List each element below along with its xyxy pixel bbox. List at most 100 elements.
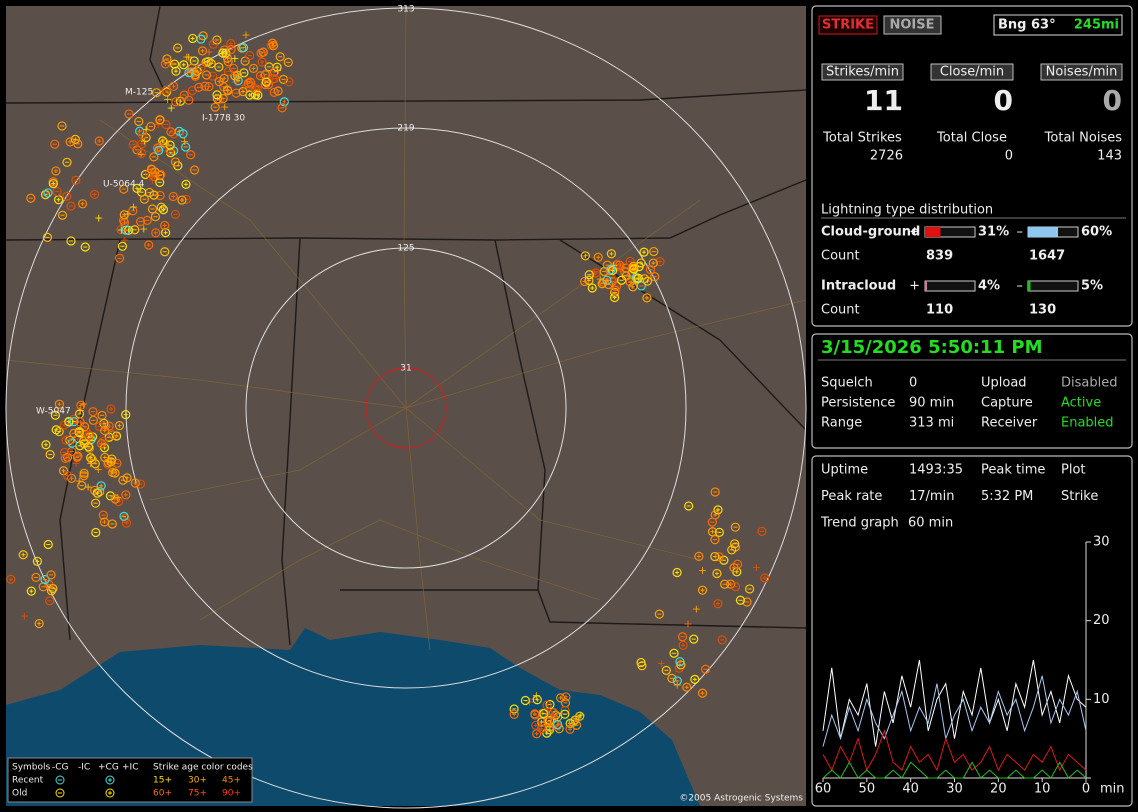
settings-cell: Range [821,416,862,431]
strike [707,527,718,537]
legend-age: 30+ [188,776,207,786]
strike [166,127,176,137]
dist-bar [925,227,941,237]
strike [509,709,519,719]
trend-line [822,761,1087,779]
strike-ic: + [84,480,93,493]
rate-label: Noises/min [1046,65,1118,80]
strike [57,210,68,220]
bearing-box [993,14,1123,36]
strike [278,74,289,84]
strike [667,673,677,683]
strike [40,574,50,585]
settings-cell: 0 [909,376,917,391]
dist-percent: 5% [1081,279,1103,294]
strike [551,710,561,720]
total-value: 143 [1097,149,1122,164]
strike [571,720,582,730]
x-tick-label: 20 [990,782,1007,797]
x-tick-label: 10 [1034,782,1051,797]
strike [714,527,724,537]
strike [231,88,241,98]
noise-button-label[interactable]: NOISE [889,18,934,33]
strike [277,103,287,113]
strike [655,257,665,267]
strike-ic: + [273,64,282,77]
strike [181,142,191,152]
storm-label: I-1778 30 [202,114,245,124]
strike [745,584,755,594]
strike [124,109,134,119]
total-label: Total Noises [1044,131,1123,146]
strike [160,247,170,257]
strike-ic: + [167,101,176,114]
strike [142,215,152,225]
strike [610,292,620,303]
strike [607,265,618,276]
strike [222,53,233,63]
y-tick-label: 20 [1093,613,1110,628]
strike [245,77,255,87]
strike-ic: + [624,270,633,283]
strike [152,143,163,153]
strike [226,38,236,49]
strike [713,599,723,609]
strike [587,283,597,293]
strike [548,708,559,718]
strike [760,573,770,583]
strike [137,130,147,140]
strike [208,39,219,49]
strike [139,194,150,204]
noise-button[interactable] [883,15,942,35]
strike [18,550,28,560]
strike-ic: + [184,51,193,64]
strike-button[interactable] [818,15,878,35]
strike [105,491,115,501]
legend-age: 60+ [153,789,172,799]
strike [100,425,110,436]
strike [90,485,100,495]
legend-text: -IC [78,763,90,773]
strike [130,225,140,235]
strike [60,453,70,464]
strike-ic: + [117,224,126,237]
strike [120,513,130,523]
dist-count: 1647 [1029,249,1065,264]
strike-ic: + [692,603,701,616]
strike-ic: + [590,265,599,278]
strike [118,475,128,485]
strike [62,191,72,201]
strike [684,501,694,511]
total-value: 2726 [870,149,903,164]
strike [130,478,140,488]
strike-ic: + [136,148,145,161]
strike [134,116,144,127]
strike [713,505,723,515]
strike [615,260,625,270]
range-ring [365,367,447,449]
strike-ic: + [72,457,81,470]
strike [71,175,81,185]
strike [170,157,181,167]
settings-cell: Disabled [1061,376,1117,391]
strike [245,50,255,61]
strike-button-label[interactable]: STRIKE [822,18,874,33]
strike [707,517,717,527]
strike [32,556,42,566]
strike [229,63,239,73]
strike [84,430,94,440]
strike [42,232,53,242]
strike [161,85,171,95]
strike [255,71,266,81]
strike [144,240,154,250]
strike [264,62,274,72]
strike [79,468,89,478]
strike [701,664,711,674]
strike [214,76,224,87]
datetime: 3/15/2026 5:50:11 PM [821,337,1042,358]
strike [50,410,60,420]
strike [649,246,659,257]
strike-ic: + [231,75,240,88]
strike [219,73,229,83]
strike [156,170,166,180]
